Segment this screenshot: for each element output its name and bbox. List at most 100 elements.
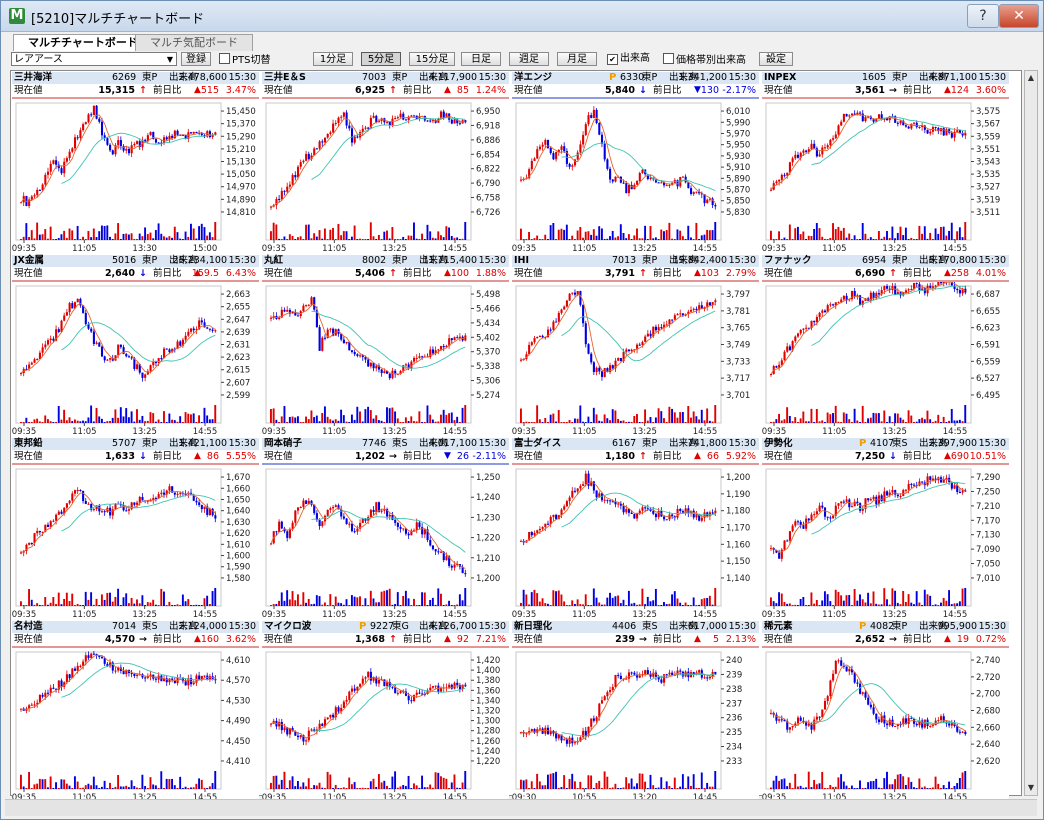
candlestick-chart[interactable]: 2,7402,7202,7002,6802,6602,6402,62009:35… bbox=[762, 648, 1009, 801]
stock-name[interactable]: 三井海洋 bbox=[14, 72, 53, 83]
candlestick-chart[interactable]: 3,7973,7813,7653,7493,7333,7173,70109:35… bbox=[512, 282, 759, 435]
volume-bar bbox=[840, 230, 843, 240]
chart-panel[interactable]: ファナック 6954 東P 出来高 8,170,800 15:30 現在値 6,… bbox=[762, 255, 1009, 435]
candle-body bbox=[136, 141, 139, 144]
volume-bar bbox=[122, 597, 125, 606]
stock-name[interactable]: ファナック bbox=[764, 255, 812, 266]
chart-panel[interactable]: 三井海洋 6269 東P 出来高 2,478,600 15:30 現在値 15,… bbox=[12, 72, 259, 252]
candle-body bbox=[775, 549, 778, 553]
candle-body bbox=[663, 516, 666, 520]
volume-bar bbox=[280, 592, 283, 606]
volume-bar bbox=[410, 788, 413, 789]
scroll-up-arrow-icon[interactable]: ▲ bbox=[1027, 73, 1035, 82]
watchlist-select[interactable]: レアアース ▼ bbox=[11, 52, 177, 66]
chart-panel[interactable]: IHI 7013 東P 出来高 19,842,400 15:30 現在値 3,7… bbox=[512, 255, 759, 435]
timeframe-5min-button[interactable]: 5分足 bbox=[361, 52, 401, 66]
chart-panel[interactable]: 丸紅 8002 東P 出来高 11,715,400 15:30 現在値 5,40… bbox=[262, 255, 509, 435]
chart-panel[interactable]: マイクロ波 P 9227 東G 出来高 4,126,700 15:30 現在値 … bbox=[262, 621, 509, 801]
chart-panel[interactable]: 三井E＆S 7003 東P 出来高 4,117,900 15:30 現在値 6,… bbox=[262, 72, 509, 252]
volume-checkbox[interactable]: ✔ 出来高 bbox=[607, 53, 650, 65]
candlestick-chart[interactable]: 1,4201,4001,3801,3601,3401,3201,3001,280… bbox=[262, 648, 509, 801]
candle-body bbox=[783, 540, 786, 550]
timeframe-weekly-button[interactable]: 週足 bbox=[509, 52, 549, 66]
candle-body bbox=[388, 373, 391, 379]
candle-body bbox=[79, 665, 82, 667]
timeframe-monthly-button[interactable]: 月足 bbox=[557, 52, 597, 66]
stock-name[interactable]: 名村造 bbox=[14, 621, 43, 632]
volume-bar bbox=[880, 421, 883, 423]
stock-name[interactable]: 伊勢化 bbox=[764, 438, 793, 449]
candle-body bbox=[636, 344, 639, 350]
stock-name[interactable]: 丸紅 bbox=[264, 255, 284, 266]
volume-bar bbox=[149, 232, 152, 240]
close-button[interactable]: ✕ bbox=[999, 4, 1039, 28]
tab-multi-quote-board[interactable]: マルチ気配ボード bbox=[135, 34, 253, 51]
candle-body bbox=[63, 161, 66, 174]
chart-panel[interactable]: 岡本硝子 7746 東S 出来高 4,017,100 15:30 現在値 1,2… bbox=[262, 438, 509, 618]
stock-name[interactable]: 新日理化 bbox=[514, 621, 553, 632]
price-band-volume-checkbox[interactable]: 価格帯別出来高 bbox=[663, 53, 746, 67]
chart-panel[interactable]: 東邦鉛 5707 東P 出来高 1,421,100 15:30 現在値 1,63… bbox=[12, 438, 259, 618]
candlestick-chart[interactable]: 15,45015,37015,29015,21015,13015,05014,9… bbox=[12, 99, 259, 252]
volume-bar bbox=[283, 236, 286, 240]
scroll-down-arrow-icon[interactable]: ▼ bbox=[1027, 783, 1035, 792]
settings-button[interactable]: 設定 bbox=[759, 52, 793, 66]
candle-body bbox=[404, 119, 408, 121]
chart-panel[interactable]: 富士ダイス 6167 東P 出来高 741,800 15:30 現在値 1,18… bbox=[512, 438, 759, 618]
stock-name[interactable]: IHI bbox=[514, 255, 530, 266]
candlestick-chart[interactable]: 1,6701,6601,6501,6401,6301,6201,6101,600… bbox=[12, 465, 259, 618]
title-bar[interactable]: M [5210]マルチチャートボード ? ✕ bbox=[1, 1, 1043, 32]
volume-label: 出来高 bbox=[169, 72, 198, 83]
candle-body bbox=[915, 122, 918, 128]
candle-body bbox=[853, 113, 856, 116]
pts-toggle-checkbox[interactable]: PTS切替 bbox=[219, 53, 271, 67]
volume-bar bbox=[692, 597, 695, 606]
volume-bar bbox=[448, 227, 451, 240]
volume-bar bbox=[208, 232, 211, 240]
timeframe-daily-button[interactable]: 日足 bbox=[461, 52, 501, 66]
stock-name[interactable]: 岡本硝子 bbox=[264, 438, 303, 449]
vertical-scrollbar[interactable]: ▲ ▼ bbox=[1024, 70, 1038, 796]
candle-body bbox=[321, 521, 324, 527]
stock-name[interactable]: 洋エンジ bbox=[514, 72, 553, 83]
stock-name[interactable]: マイクロ波 bbox=[264, 621, 312, 632]
candlestick-chart[interactable]: 7,2907,2507,2107,1707,1307,0907,0507,010… bbox=[762, 465, 1009, 618]
volume-bar bbox=[633, 602, 636, 606]
stock-name[interactable]: 稀元素 bbox=[764, 621, 793, 632]
volume-bar bbox=[383, 422, 386, 423]
stock-name[interactable]: 三井E＆S bbox=[264, 72, 306, 83]
volume-bar bbox=[907, 410, 910, 423]
candle-body bbox=[315, 513, 318, 521]
tab-multi-chart-board[interactable]: マルチチャートボード bbox=[13, 34, 153, 51]
candle-body bbox=[394, 519, 397, 523]
candle-body bbox=[687, 311, 690, 315]
chart-panel[interactable]: 伊勢化 P 4107 東S 出来高 2,397,900 15:30 現在値 7,… bbox=[762, 438, 1009, 618]
candlestick-chart[interactable]: 1,2001,1901,1801,1701,1601,1501,14009:35… bbox=[512, 465, 759, 618]
chart-panel[interactable]: INPEX 1605 東P 出来高 4,871,100 15:30 現在値 3,… bbox=[762, 72, 1009, 252]
stock-name[interactable]: JX金属 bbox=[14, 255, 44, 266]
register-button[interactable]: 登録 bbox=[181, 52, 211, 66]
candlestick-chart[interactable]: 6,9506,9186,8866,8546,8226,7906,7586,726… bbox=[262, 99, 509, 252]
volume-bar bbox=[461, 407, 464, 423]
stock-name[interactable]: 富士ダイス bbox=[514, 438, 562, 449]
timeframe-15min-button[interactable]: 15分足 bbox=[409, 52, 455, 66]
chart-panel[interactable]: 新日理化 4406 東S 出来高 617,000 15:30 現在値 239 →… bbox=[512, 621, 759, 801]
candlestick-chart[interactable]: 3,5753,5673,5593,5513,5433,5353,5273,519… bbox=[762, 99, 1009, 252]
candlestick-chart[interactable]: 5,4985,4665,4345,4025,3705,3385,3065,274… bbox=[262, 282, 509, 435]
chart-panel[interactable]: JX金属 5016 東P 出来高 28,234,100 15:30 現在値 2,… bbox=[12, 255, 259, 435]
help-button[interactable]: ? bbox=[967, 4, 999, 28]
chart-panel[interactable]: 洋エンジ P 6330 東P 出来高 1,341,200 15:30 現在値 5… bbox=[512, 72, 759, 252]
candlestick-chart[interactable]: 6,0105,9905,9705,9505,9305,9105,8905,870… bbox=[512, 99, 759, 252]
volume-bar bbox=[807, 235, 810, 240]
stock-name[interactable]: 東邦鉛 bbox=[14, 438, 43, 449]
candlestick-chart[interactable]: 2,6632,6552,6472,6392,6312,6232,6152,607… bbox=[12, 282, 259, 435]
stock-name[interactable]: INPEX bbox=[764, 72, 797, 83]
chart-panel[interactable]: 稀元素 P 4082 東P 出来高 995,900 15:30 現在値 2,65… bbox=[762, 621, 1009, 801]
timeframe-1min-button[interactable]: 1分足 bbox=[313, 52, 353, 66]
volume-bar bbox=[783, 601, 786, 606]
chart-panel[interactable]: 名村造 7014 東S 出来高 2,124,000 15:30 現在値 4,57… bbox=[12, 621, 259, 801]
candlestick-chart[interactable]: 6,6876,6556,6236,5916,5596,5276,49509:35… bbox=[762, 282, 1009, 435]
